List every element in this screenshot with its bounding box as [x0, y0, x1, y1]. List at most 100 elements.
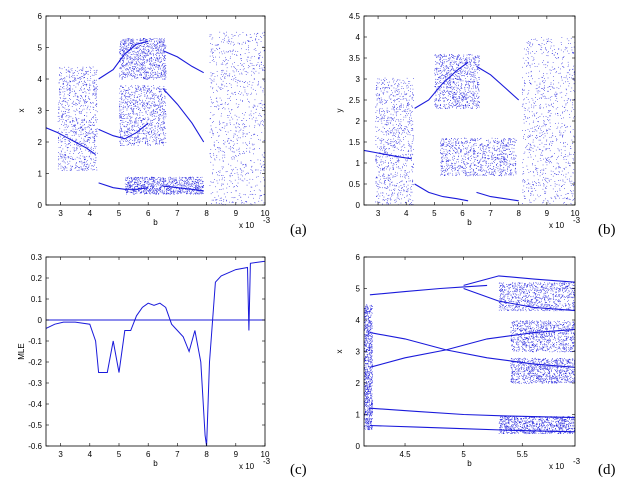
y-tick-label: 3	[38, 107, 43, 116]
x-tick-label: 4.5	[399, 450, 411, 459]
branch-curve	[162, 185, 204, 192]
plot-area	[364, 37, 575, 205]
branch-curve	[369, 424, 575, 433]
chart-panel-b: 3 4 5 6 7 8 9 10 0 0.5 1 1.5 2 2.5 3 3.5 4 4.5 b y x 10 -3 (b)	[335, 12, 616, 238]
branch-curve	[463, 275, 575, 286]
branch-curve	[98, 182, 149, 190]
series-line	[46, 260, 265, 446]
plot-area	[364, 275, 575, 435]
chart-panel-c: 3 4 5 6 7 8 9 10 -0.6 -0.5 -0.4 -0.3 -0.2 -0.1 0 0.1 0.2…	[17, 253, 307, 478]
chaotic-band	[510, 320, 575, 353]
x-tick-label: 5	[461, 450, 466, 459]
x-tick-label: 5	[117, 450, 122, 459]
x-scale-exponent-power: -3	[573, 457, 581, 466]
branch-curve	[98, 40, 149, 80]
y-tick-label: 1	[356, 411, 361, 420]
y-tick-label: 4.5	[349, 12, 361, 21]
y-tick-label: 3.5	[349, 54, 361, 63]
x-scale-exponent-power: -3	[263, 216, 271, 225]
x-axis-label: b	[467, 218, 472, 227]
plot-frame	[45, 15, 266, 206]
x-scale-exponent-power: -3	[573, 216, 581, 225]
x-tick-label: 7	[175, 450, 180, 459]
x-tick-label: 8	[517, 209, 522, 218]
y-axis-label: MLE	[17, 343, 26, 359]
chaotic-band	[375, 77, 414, 205]
chaotic-band	[434, 53, 480, 109]
x-tick-label: 3	[376, 209, 381, 218]
chaotic-band	[119, 38, 167, 80]
y-tick-label: 1	[356, 159, 361, 168]
y-tick-label: -0.2	[28, 358, 42, 367]
chaotic-band	[498, 282, 575, 312]
x-tick-label: 10	[261, 450, 270, 459]
y-tick-label: 5	[38, 44, 43, 53]
y-tick-label: 4	[38, 75, 43, 84]
x-tick-label: 10	[261, 209, 270, 218]
x-tick-label: 7	[488, 209, 493, 218]
y-tick-label: 4	[356, 316, 361, 325]
branch-curve	[364, 149, 412, 160]
x-tick-label: 6	[460, 209, 465, 218]
plot-area	[46, 31, 265, 205]
branch-curve	[476, 191, 519, 202]
x-tick-label: 5	[432, 209, 437, 218]
y-tick-label: -0.1	[28, 337, 42, 346]
branch-curve	[162, 88, 205, 143]
y-tick-label: 5	[356, 285, 361, 294]
y-axis-label: x	[17, 109, 26, 113]
x-axis-label: b	[153, 218, 158, 227]
branch-curve	[98, 122, 149, 140]
y-tick-label: 4	[356, 33, 361, 42]
x-tick-label: 9	[545, 209, 550, 218]
x-tick-label: 9	[234, 209, 239, 218]
y-tick-label: 1	[38, 170, 43, 179]
branch-curve	[369, 332, 575, 368]
x-tick-label: 5.5	[517, 450, 529, 459]
y-tick-label: -0.4	[28, 400, 42, 409]
y-tick-label: 1.5	[349, 138, 361, 147]
branch-curve	[46, 127, 96, 156]
plot-frame	[45, 256, 266, 447]
branch-curve	[369, 284, 488, 296]
x-tick-label: 8	[204, 450, 209, 459]
y-tick-label: 2.5	[349, 96, 361, 105]
chaotic-band	[209, 31, 265, 205]
x-tick-label: 7	[175, 209, 180, 218]
branch-curve	[414, 61, 469, 109]
x-tick-label: 3	[58, 450, 63, 459]
x-axis-label: b	[467, 459, 472, 468]
branch-curve	[476, 65, 520, 101]
x-scale-exponent: x 10	[239, 462, 255, 471]
x-scale-exponent-power: -3	[263, 457, 271, 466]
y-tick-label: 0	[38, 201, 43, 210]
x-axis-label: b	[153, 459, 158, 468]
panel-label: (c)	[290, 462, 307, 478]
y-tick-label: 0	[356, 442, 361, 451]
chaotic-band	[119, 85, 167, 146]
chaotic-band	[440, 137, 517, 177]
chaotic-band	[521, 37, 575, 205]
plot-frame	[363, 256, 576, 447]
x-scale-exponent: x 10	[549, 221, 565, 230]
y-tick-label: 0	[356, 201, 361, 210]
y-axis-label: y	[335, 109, 344, 113]
y-tick-label: 0.2	[31, 274, 43, 283]
y-tick-label: 2	[38, 138, 43, 147]
panel-label: (a)	[290, 222, 307, 238]
y-tick-label: 0.5	[349, 180, 361, 189]
y-tick-label: 0.3	[31, 253, 43, 262]
y-tick-label: 6	[38, 12, 43, 21]
chaotic-band	[510, 357, 575, 384]
x-tick-label: 9	[234, 450, 239, 459]
plot-frame	[363, 15, 576, 206]
x-tick-label: 4	[404, 209, 409, 218]
chaotic-band	[124, 176, 204, 195]
y-tick-label: 3	[356, 75, 361, 84]
y-tick-label: 2	[356, 117, 361, 126]
chaotic-band	[57, 66, 98, 171]
y-tick-label: -0.5	[28, 421, 42, 430]
y-tick-label: 0	[38, 316, 43, 325]
x-tick-label: 10	[571, 209, 580, 218]
